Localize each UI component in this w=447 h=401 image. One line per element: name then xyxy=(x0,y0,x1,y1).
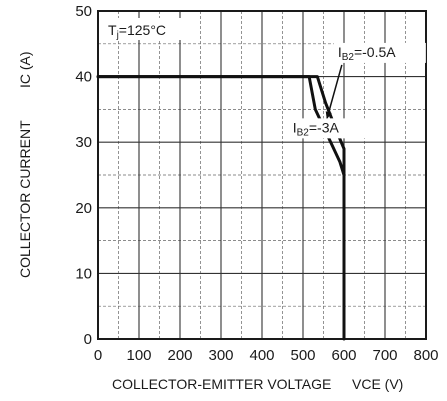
x-tick-label: 200 xyxy=(167,347,192,364)
annotation-bg xyxy=(333,42,426,63)
x-tick-label: 0 xyxy=(94,347,102,364)
annotation-arrowhead xyxy=(325,111,332,120)
plot-frame xyxy=(97,10,427,340)
x-axis-unit: VCE (V) xyxy=(352,376,403,392)
x-tick-label: 700 xyxy=(372,347,397,364)
annotation-text: IB2=-3A xyxy=(293,119,340,138)
annotation-bg xyxy=(288,118,381,139)
annotation-2: IB2=-3A xyxy=(288,118,381,139)
annotation-text: IB2=-0.5A xyxy=(338,44,396,63)
y-tick-label: 10 xyxy=(75,265,92,282)
y-axis-label: COLLECTOR CURRENT xyxy=(17,120,33,278)
x-tick-label: 500 xyxy=(290,347,315,364)
annotation-1: IB2=-0.5A xyxy=(325,42,426,120)
y-tick-label: 20 xyxy=(75,200,92,217)
x-tick-labels: 0 100 200 300 400 500 600 700 800 xyxy=(94,347,439,364)
x-tick-label: 600 xyxy=(331,347,356,364)
condition-label: Tj=125°C xyxy=(103,18,199,41)
y-tick-label: 40 xyxy=(75,69,92,86)
condition-label-text: Tj=125°C xyxy=(108,22,166,41)
x-tick-label: 400 xyxy=(249,347,274,364)
x-tick-label: 800 xyxy=(413,347,438,364)
y-tick-labels: 0 10 20 30 40 50 xyxy=(75,3,92,348)
x-tick-label: 300 xyxy=(208,347,233,364)
y-tick-label: 30 xyxy=(75,134,92,151)
y-tick-label: 0 xyxy=(84,331,92,348)
y-axis-unit: IC (A) xyxy=(17,51,33,88)
x-tick-label: 100 xyxy=(126,347,151,364)
y-tick-label: 50 xyxy=(75,3,92,20)
annotation-arrow xyxy=(326,64,343,120)
annotations: IB2=-0.5A IB2=-3A xyxy=(288,42,426,139)
x-axis-label: COLLECTOR-EMITTER VOLTAGE xyxy=(112,376,331,392)
